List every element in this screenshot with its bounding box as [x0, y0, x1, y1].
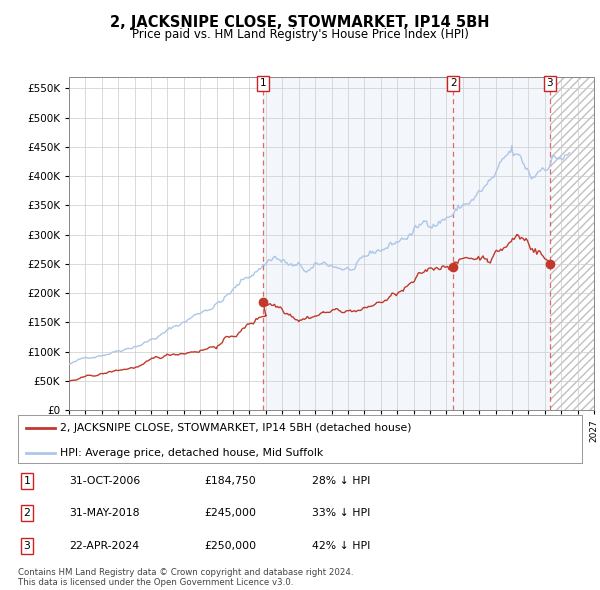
Text: HPI: Average price, detached house, Mid Suffolk: HPI: Average price, detached house, Mid … — [60, 447, 323, 457]
Text: 2, JACKSNIPE CLOSE, STOWMARKET, IP14 5BH: 2, JACKSNIPE CLOSE, STOWMARKET, IP14 5BH — [110, 15, 490, 30]
Bar — [550, 77, 594, 410]
Text: 31-OCT-2006: 31-OCT-2006 — [69, 476, 140, 486]
Text: 1: 1 — [260, 78, 266, 88]
Text: £184,750: £184,750 — [204, 476, 256, 486]
Text: 31-MAY-2018: 31-MAY-2018 — [69, 509, 139, 518]
Text: £245,000: £245,000 — [204, 509, 256, 518]
Text: 2: 2 — [450, 78, 457, 88]
Text: 3: 3 — [547, 78, 553, 88]
Bar — [263, 77, 550, 410]
Text: 1: 1 — [23, 476, 31, 486]
Text: 3: 3 — [23, 541, 31, 550]
Text: 2: 2 — [23, 509, 31, 518]
Text: 33% ↓ HPI: 33% ↓ HPI — [312, 509, 370, 518]
Text: 2, JACKSNIPE CLOSE, STOWMARKET, IP14 5BH (detached house): 2, JACKSNIPE CLOSE, STOWMARKET, IP14 5BH… — [60, 423, 412, 433]
Text: Contains HM Land Registry data © Crown copyright and database right 2024.: Contains HM Land Registry data © Crown c… — [18, 568, 353, 576]
Text: This data is licensed under the Open Government Licence v3.0.: This data is licensed under the Open Gov… — [18, 578, 293, 587]
Text: 28% ↓ HPI: 28% ↓ HPI — [312, 476, 370, 486]
Text: 22-APR-2024: 22-APR-2024 — [69, 541, 139, 550]
Text: £250,000: £250,000 — [204, 541, 256, 550]
Text: Price paid vs. HM Land Registry's House Price Index (HPI): Price paid vs. HM Land Registry's House … — [131, 28, 469, 41]
Text: 42% ↓ HPI: 42% ↓ HPI — [312, 541, 370, 550]
